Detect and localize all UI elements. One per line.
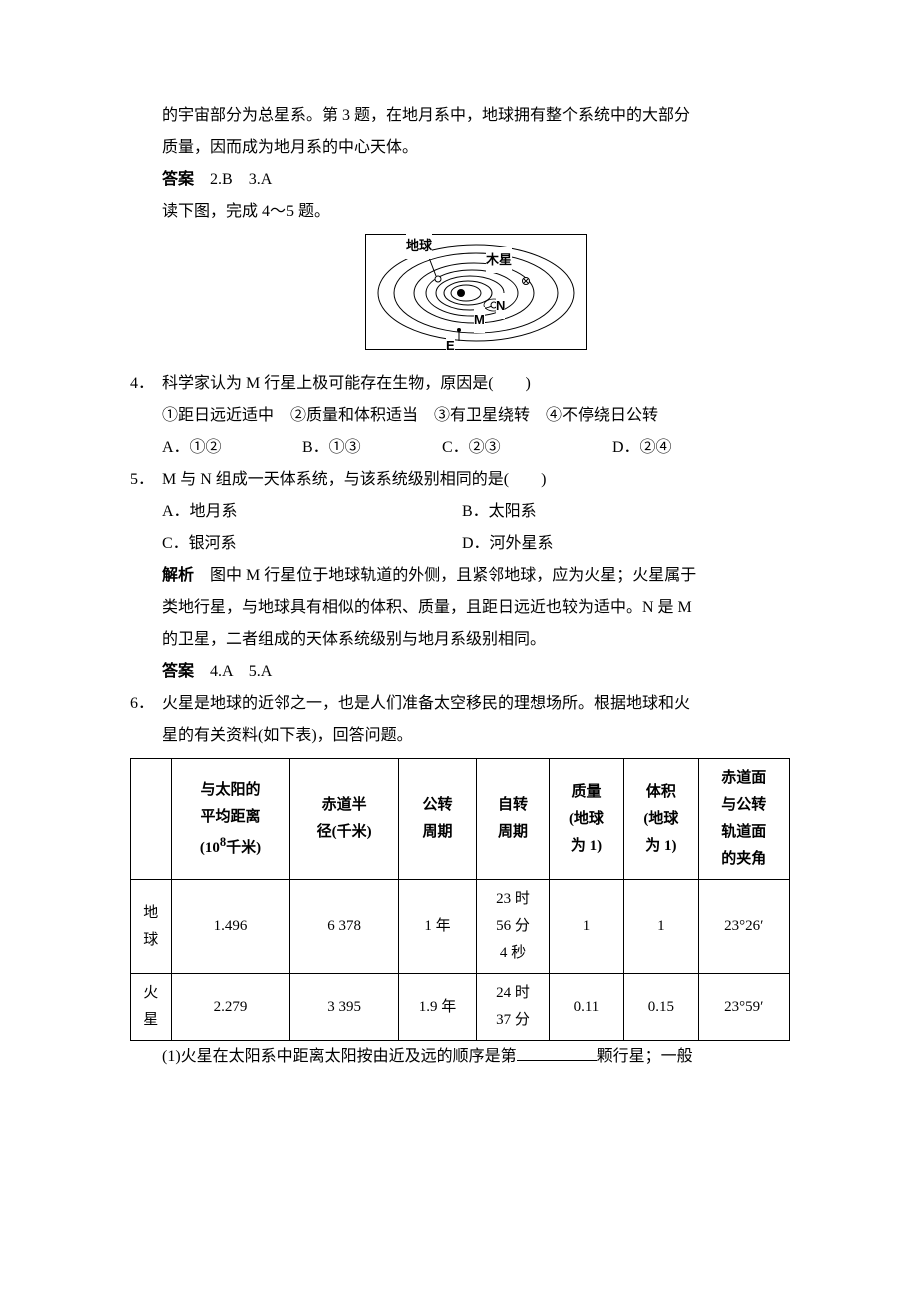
question-body: M 与 N 组成一天体系统，与该系统级别相同的是( ) A．地月系 B．太阳系 … bbox=[162, 464, 790, 688]
cell-earth-angle: 23°26′ bbox=[698, 880, 789, 974]
option-A: A．地月系 bbox=[162, 496, 462, 528]
question-body: 火星是地球的近邻之一，也是人们准备太空移民的理想场所。根据地球和火 星的有关资料… bbox=[162, 688, 790, 752]
cell-mars-rev: 1.9 年 bbox=[398, 974, 477, 1041]
cell-mars-radius: 3 395 bbox=[290, 974, 398, 1041]
question-stem-line: 星的有关资料(如下表)，回答问题。 bbox=[162, 720, 790, 752]
table-row-earth: 地 球 1.496 6 378 1 年 23 时 56 分 4 秒 1 1 23… bbox=[131, 880, 790, 974]
cell-mars-vol: 0.15 bbox=[624, 974, 698, 1041]
cell-mars-dist: 2.279 bbox=[171, 974, 290, 1041]
cell-earth-mass: 1 bbox=[549, 880, 623, 974]
table-header-blank bbox=[131, 759, 172, 880]
answer-line: 答案 2.B 3.A bbox=[162, 164, 790, 196]
table-header-distance: 与太阳的 平均距离 (108千米) bbox=[171, 759, 290, 880]
cell-earth-radius: 6 378 bbox=[290, 880, 398, 974]
option-D: D．河外星系 bbox=[462, 528, 762, 560]
row-label-earth: 地 球 bbox=[131, 880, 172, 974]
answer-label: 答案 bbox=[162, 663, 194, 680]
data-table: 与太阳的 平均距离 (108千米) 赤道半 径(千米) 公转 周期 自转 周期 … bbox=[130, 758, 790, 1041]
diagram-label-N: N bbox=[496, 293, 505, 319]
explanation-text: 的卫星，二者组成的天体系统级别与地月系级别相同。 bbox=[162, 624, 790, 656]
option-A: A．①② bbox=[162, 432, 302, 464]
table-header-angle: 赤道面 与公转 轨道面 的夹角 bbox=[698, 759, 789, 880]
table-header-rotation: 自转 周期 bbox=[477, 759, 549, 880]
diagram-wrapper: 地球 木星 bbox=[162, 228, 790, 368]
cell-earth-vol: 1 bbox=[624, 880, 698, 974]
intro-continuation: 的宇宙部分为总星系。第 3 题，在地月系中，地球拥有整个系统中的大部分 质量，因… bbox=[162, 100, 790, 368]
orbit-diagram: 地球 木星 bbox=[365, 234, 587, 350]
table-row-mars: 火 星 2.279 3 395 1.9 年 24 时 37 分 0.11 0.1… bbox=[131, 974, 790, 1041]
sub-q-text-a: (1)火星在太阳系中距离太阳按由近及远的顺序是第 bbox=[162, 1048, 517, 1065]
table-header-row: 与太阳的 平均距离 (108千米) 赤道半 径(千米) 公转 周期 自转 周期 … bbox=[131, 759, 790, 880]
question-stem-line: 火星是地球的近邻之一，也是人们准备太空移民的理想场所。根据地球和火 bbox=[162, 688, 790, 720]
option-B: B．①③ bbox=[302, 432, 442, 464]
answer-label: 答案 bbox=[162, 171, 194, 188]
text-line: 质量，因而成为地月系的中心天体。 bbox=[162, 132, 790, 164]
options-row-1: A．地月系 B．太阳系 bbox=[162, 496, 790, 528]
row-label-mars: 火 星 bbox=[131, 974, 172, 1041]
explanation-label: 解析 bbox=[162, 567, 194, 584]
question-body: 科学家认为 M 行星上极可能存在生物，原因是( ) ①距日远近适中 ②质量和体积… bbox=[162, 368, 790, 464]
diagram-label-M: M bbox=[474, 307, 485, 333]
question-4: 4． 科学家认为 M 行星上极可能存在生物，原因是( ) ①距日远近适中 ②质量… bbox=[130, 368, 790, 464]
question-stem: M 与 N 组成一天体系统，与该系统级别相同的是( ) bbox=[162, 464, 790, 496]
answer-value: 2.B 3.A bbox=[194, 171, 272, 188]
option-C: C．②③ bbox=[442, 432, 612, 464]
lead-text: 读下图，完成 4～5 题。 bbox=[162, 196, 790, 228]
diagram-label-earth: 地球 bbox=[406, 233, 432, 259]
fill-blank[interactable] bbox=[517, 1044, 597, 1061]
explanation: 解析 图中 M 行星位于地球轨道的外侧，且紧邻地球，应为火星；火星属于 bbox=[162, 560, 790, 592]
question-conditions: ①距日远近适中 ②质量和体积适当 ③有卫星绕转 ④不停绕日公转 bbox=[162, 400, 790, 432]
cell-mars-angle: 23°59′ bbox=[698, 974, 789, 1041]
cell-earth-dist: 1.496 bbox=[171, 880, 290, 974]
answer-line: 答案 4.A 5.A bbox=[162, 656, 790, 688]
table-header-volume: 体积 (地球 为 1) bbox=[624, 759, 698, 880]
text-line: 的宇宙部分为总星系。第 3 题，在地月系中，地球拥有整个系统中的大部分 bbox=[162, 100, 790, 132]
diagram-label-E: E bbox=[446, 333, 455, 359]
options-row-2: C．银河系 D．河外星系 bbox=[162, 528, 790, 560]
cell-earth-rot: 23 时 56 分 4 秒 bbox=[477, 880, 549, 974]
option-C: C．银河系 bbox=[162, 528, 462, 560]
sub-q-text-b: 颗行星；一般 bbox=[597, 1048, 693, 1065]
cell-mars-rot: 24 时 37 分 bbox=[477, 974, 549, 1041]
page: 的宇宙部分为总星系。第 3 题，在地月系中，地球拥有整个系统中的大部分 质量，因… bbox=[0, 0, 920, 1302]
cell-mars-mass: 0.11 bbox=[549, 974, 623, 1041]
question-6: 6． 火星是地球的近邻之一，也是人们准备太空移民的理想场所。根据地球和火 星的有… bbox=[130, 688, 790, 752]
options-row: A．①② B．①③ C．②③ D．②④ bbox=[162, 432, 790, 464]
question-stem: 科学家认为 M 行星上极可能存在生物，原因是( ) bbox=[162, 368, 790, 400]
table-header-mass: 质量 (地球 为 1) bbox=[549, 759, 623, 880]
table-header-revolution: 公转 周期 bbox=[398, 759, 477, 880]
option-B: B．太阳系 bbox=[462, 496, 762, 528]
sub-question-1: (1)火星在太阳系中距离太阳按由近及远的顺序是第 颗行星；一般 bbox=[162, 1041, 790, 1073]
explanation-text: 类地行星，与地球具有相似的体积、质量，且距日远近也较为适中。N 是 M bbox=[162, 592, 790, 624]
table-header-radius: 赤道半 径(千米) bbox=[290, 759, 398, 880]
question-5: 5． M 与 N 组成一天体系统，与该系统级别相同的是( ) A．地月系 B．太… bbox=[130, 464, 790, 688]
explanation-text: 图中 M 行星位于地球轨道的外侧，且紧邻地球，应为火星；火星属于 bbox=[194, 567, 696, 584]
question-number: 6． bbox=[130, 688, 162, 720]
answer-value: 4.A 5.A bbox=[194, 663, 272, 680]
cell-earth-rev: 1 年 bbox=[398, 880, 477, 974]
question-number: 5． bbox=[130, 464, 162, 496]
diagram-label-jupiter: 木星 bbox=[486, 247, 512, 273]
question-number: 4． bbox=[130, 368, 162, 400]
option-D: D．②④ bbox=[612, 432, 752, 464]
